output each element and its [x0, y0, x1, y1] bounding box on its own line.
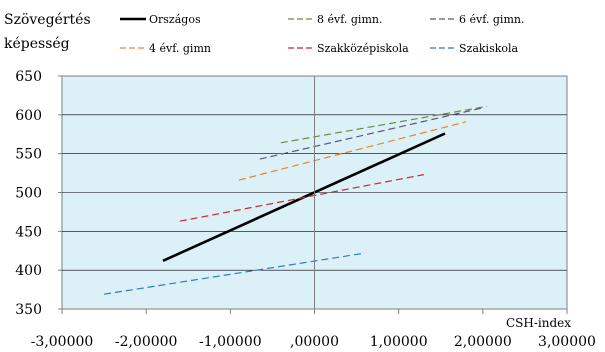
y-tick-label: 600 — [15, 108, 42, 124]
series-line-2 — [259, 107, 483, 160]
y-tick-label: 500 — [15, 186, 42, 202]
series-line-1 — [280, 105, 488, 144]
y-axis-label-line-1: Szövegértés — [4, 12, 91, 28]
x-tick-label: ,00000 — [290, 334, 339, 350]
y-tick-label: 450 — [15, 224, 42, 240]
y-tick-label: 400 — [15, 263, 42, 279]
legend-label-5: Szakiskola — [459, 42, 519, 55]
x-tick-label: -3,00000 — [31, 334, 94, 350]
y-tick-label: 350 — [15, 302, 42, 318]
legend-label-3: 4 évf. gimn — [149, 42, 211, 55]
x-tick-label: 3,00000 — [538, 334, 596, 350]
y-axis-label-line-2: képesség — [4, 36, 70, 52]
legend-label-4: Szakközépiskola — [317, 42, 409, 55]
x-tick-label: -2,00000 — [115, 334, 178, 350]
legend-label-1: 8 évf. gimn. — [317, 13, 382, 26]
legend-label-2: 6 évf. gimn. — [459, 13, 524, 26]
series-line-3 — [238, 121, 467, 181]
x-tick-label: 2,00000 — [454, 334, 512, 350]
x-axis-label: CSH-index — [506, 316, 571, 330]
y-tick-label: 650 — [15, 69, 42, 85]
series-line-4 — [179, 174, 425, 222]
x-tick-label: 1,00000 — [370, 334, 428, 350]
x-tick-label: -1,00000 — [199, 334, 262, 350]
legend-label-0: Országos — [149, 13, 201, 26]
series-line-5 — [104, 252, 366, 295]
y-tick-label: 550 — [15, 147, 42, 163]
